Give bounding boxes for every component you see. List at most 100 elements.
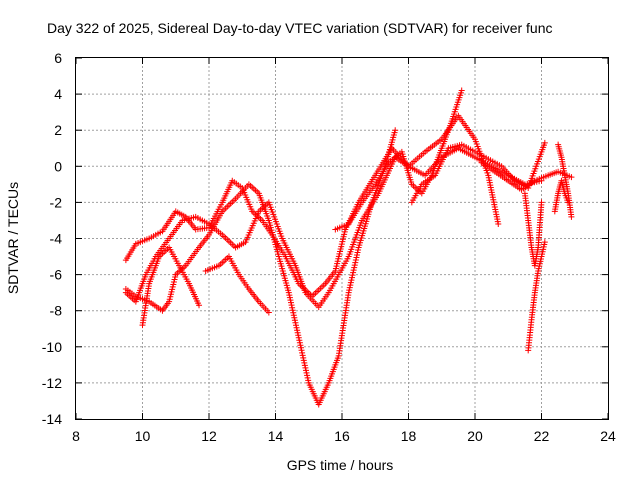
data-point xyxy=(265,309,272,316)
data-point xyxy=(286,292,293,299)
data-point xyxy=(346,287,353,294)
data-point xyxy=(297,342,304,349)
x-axis-label: GPS time / hours xyxy=(287,457,394,473)
data-point xyxy=(292,319,299,326)
data-point xyxy=(291,317,298,324)
data-point xyxy=(346,284,353,291)
data-point xyxy=(301,362,308,369)
grid-lines xyxy=(76,58,608,419)
data-point xyxy=(458,87,465,94)
x-tick-labels: 8 10 12 14 16 18 20 22 24 xyxy=(72,428,616,444)
data-point xyxy=(568,213,575,220)
data-point xyxy=(565,199,572,206)
data-point xyxy=(288,299,295,306)
y-tick-label: -8 xyxy=(50,303,63,319)
data-point xyxy=(299,349,306,356)
series-track-8 xyxy=(478,159,575,193)
x-tick-label: 14 xyxy=(268,428,284,444)
chart-title: Day 322 of 2025, Sidereal Day-to-day VTE… xyxy=(47,20,553,36)
series-track-10 xyxy=(521,190,545,269)
series-track-3 xyxy=(122,127,399,408)
data-point xyxy=(348,274,355,281)
y-tick-label: 2 xyxy=(54,122,62,138)
data-point xyxy=(351,262,358,269)
data-point xyxy=(354,249,361,256)
data-point xyxy=(293,322,300,329)
data-point xyxy=(302,364,309,371)
data-point xyxy=(301,359,308,366)
data-point xyxy=(348,277,355,284)
data-point xyxy=(304,372,311,379)
data-point xyxy=(302,367,309,374)
x-tick-label: 20 xyxy=(467,428,483,444)
y-tick-label: -10 xyxy=(42,339,62,355)
data-point xyxy=(345,289,352,296)
x-tick-label: 24 xyxy=(600,428,616,444)
data-point xyxy=(355,247,362,254)
y-tick-label: 4 xyxy=(54,86,62,102)
data-point xyxy=(285,289,292,296)
data-point xyxy=(347,279,354,286)
y-tick-label: -14 xyxy=(42,411,62,427)
data-point xyxy=(293,324,300,331)
series-track-7 xyxy=(408,139,548,206)
data-point xyxy=(350,267,357,274)
x-tick-label: 16 xyxy=(334,428,350,444)
data-point xyxy=(300,357,307,364)
x-tick-label: 10 xyxy=(135,428,151,444)
data-point xyxy=(352,257,359,264)
data-point xyxy=(495,221,502,228)
data-point xyxy=(541,239,548,246)
y-tick-label: -4 xyxy=(50,231,63,247)
x-tick-label: 8 xyxy=(72,428,80,444)
series-track-5 xyxy=(202,253,272,316)
data-point xyxy=(298,347,305,354)
data-point xyxy=(392,127,399,134)
data-point xyxy=(538,199,545,206)
data-point xyxy=(286,294,293,301)
data-point xyxy=(289,307,296,314)
data-point xyxy=(296,339,303,346)
y-tick-label: -12 xyxy=(42,375,62,391)
data-point xyxy=(353,252,360,259)
data-point xyxy=(300,354,307,361)
data-point xyxy=(289,304,296,311)
y-tick-label: -6 xyxy=(50,267,63,283)
data-points xyxy=(122,87,575,408)
data-point xyxy=(288,302,295,309)
x-tick-label: 18 xyxy=(401,428,417,444)
data-point xyxy=(303,369,310,376)
plot-frame xyxy=(75,57,609,420)
data-point xyxy=(568,174,575,181)
data-point xyxy=(347,282,354,289)
data-point xyxy=(299,352,306,359)
y-axis-label: SDTVAR / TECUs xyxy=(5,182,21,294)
data-point xyxy=(196,302,203,309)
data-point xyxy=(352,259,359,266)
data-point xyxy=(305,377,312,384)
y-tick-label: 0 xyxy=(54,158,62,174)
data-point xyxy=(294,329,301,336)
x-tick-label: 12 xyxy=(201,428,217,444)
data-point xyxy=(353,254,360,261)
data-point xyxy=(304,374,311,381)
data-point xyxy=(295,334,302,341)
data-point xyxy=(287,297,294,304)
series-track-11 xyxy=(555,141,575,220)
data-point xyxy=(297,344,304,351)
data-point xyxy=(296,337,303,344)
series-track-4 xyxy=(139,244,203,329)
data-point xyxy=(291,314,298,321)
x-tick-label: 22 xyxy=(534,428,550,444)
data-point xyxy=(349,272,356,279)
data-point xyxy=(295,332,302,339)
data-point xyxy=(541,139,548,146)
y-tick-label: 6 xyxy=(54,50,62,66)
data-point xyxy=(290,312,297,319)
data-point xyxy=(290,309,297,316)
data-point xyxy=(294,327,301,334)
y-tick-label: -2 xyxy=(50,194,63,210)
data-point xyxy=(350,269,357,276)
data-point xyxy=(351,264,358,271)
series-track-9 xyxy=(525,239,548,354)
